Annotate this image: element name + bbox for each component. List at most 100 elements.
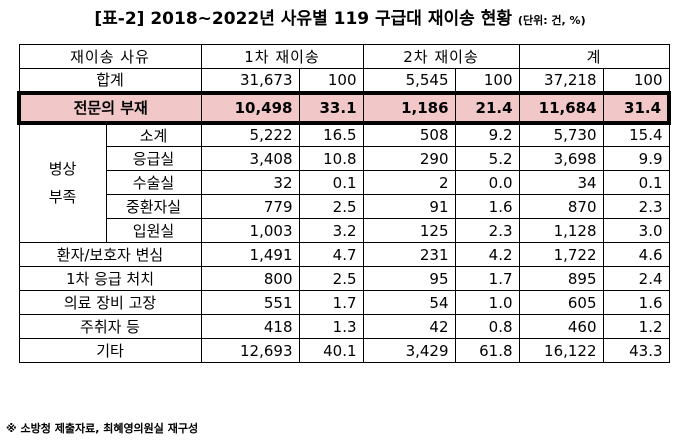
title-unit: (단위: 건, %) — [517, 14, 586, 27]
header-second: 2차 재이송 — [362, 44, 520, 69]
cell: 290 — [362, 146, 456, 171]
table-row: 주취자 등 418 1.3 42 0.8 460 1.2 — [18, 314, 670, 339]
cell: 895 — [518, 266, 604, 291]
cell: 21.4 — [454, 90, 520, 125]
cell: 100 — [602, 68, 670, 93]
row-label: 전문의 부재 — [17, 90, 202, 125]
cell: 11,684 — [518, 90, 604, 125]
cell: 2.5 — [298, 194, 364, 219]
table-row: 중환자실 779 2.5 91 1.6 870 2.3 — [19, 194, 670, 219]
table-row-highlight: 전문의 부재 10,498 33.1 1,186 21.4 11,684 31.… — [17, 90, 672, 125]
cell: 33.1 — [298, 90, 364, 125]
cell: 4.2 — [454, 242, 520, 267]
table-row: 수술실 32 0.1 2 0.0 34 0.1 — [19, 170, 670, 195]
cell: 2.4 — [602, 266, 670, 291]
row-label: 1차 응급 처치 — [18, 266, 202, 291]
row-label: 수술실 — [105, 170, 202, 195]
cell: 31.4 — [602, 90, 672, 125]
cell: 125 — [362, 218, 456, 243]
cell: 1,128 — [518, 218, 604, 243]
row-label: 환자/보호자 변심 — [18, 242, 202, 267]
row-label: 합계 — [18, 68, 202, 93]
cell: 605 — [518, 290, 604, 315]
cell: 4.7 — [298, 242, 364, 267]
cell: 34 — [518, 170, 604, 195]
cell: 3.2 — [298, 218, 364, 243]
cell: 0.0 — [454, 170, 520, 195]
row-label: 중환자실 — [105, 194, 202, 219]
cell: 1.7 — [454, 266, 520, 291]
cell: 16.5 — [298, 122, 364, 147]
group-label-text: 병상 부족 — [48, 159, 77, 207]
cell: 1.7 — [298, 290, 364, 315]
cell: 4.6 — [602, 242, 670, 267]
cell: 95 — [362, 266, 456, 291]
cell: 16,122 — [518, 338, 604, 363]
table-row: 응급실 3,408 10.8 290 5.2 3,698 9.9 — [19, 146, 670, 171]
cell: 2.5 — [298, 266, 364, 291]
table-row: 합계 31,673 100 5,545 100 37,218 100 — [18, 68, 670, 93]
cell: 32 — [200, 170, 300, 195]
cell: 3,698 — [518, 146, 604, 171]
cell: 10.8 — [298, 146, 364, 171]
cell: 1,722 — [518, 242, 604, 267]
cell: 91 — [362, 194, 456, 219]
table-row: 기타 12,693 40.1 3,429 61.8 16,122 43.3 — [18, 338, 670, 363]
cell: 2 — [362, 170, 456, 195]
header-first: 1차 재이송 — [200, 44, 364, 69]
cell: 779 — [200, 194, 300, 219]
cell: 418 — [200, 314, 300, 339]
cell: 1.0 — [454, 290, 520, 315]
table-row: 입원실 1,003 3.2 125 2.3 1,128 3.0 — [19, 218, 670, 243]
cell: 3.0 — [602, 218, 670, 243]
source-note: ※ 소방청 제출자료, 최혜영의원실 재구성 — [6, 422, 199, 435]
cell: 100 — [454, 68, 520, 93]
cell: 31,673 — [200, 68, 300, 93]
cell: 460 — [518, 314, 604, 339]
cell: 1,186 — [362, 90, 456, 125]
table-row: 병상 부족 소계 5,222 16.5 508 9.2 5,730 15.4 — [18, 122, 670, 243]
cell: 2.3 — [454, 218, 520, 243]
row-label: 기타 — [18, 338, 202, 363]
cell: 2.3 — [602, 194, 670, 219]
cell: 5,222 — [200, 122, 300, 147]
cell: 40.1 — [298, 338, 364, 363]
cell: 5,730 — [518, 122, 604, 147]
cell: 9.9 — [602, 146, 670, 171]
row-label: 응급실 — [105, 146, 202, 171]
table-row: 환자/보호자 변심 1,491 4.7 231 4.2 1,722 4.6 — [18, 242, 670, 267]
cell: 1.6 — [602, 290, 670, 315]
cell: 54 — [362, 290, 456, 315]
cell: 508 — [362, 122, 456, 147]
header-row: 재이송 사유 1차 재이송 2차 재이송 계 — [18, 44, 670, 69]
cell: 42 — [362, 314, 456, 339]
cell: 5.2 — [454, 146, 520, 171]
row-label: 주취자 등 — [18, 314, 202, 339]
cell: 3,408 — [200, 146, 300, 171]
table-title: [표-2] 2018~2022년 사유별 119 구급대 재이송 현황 (단위:… — [0, 4, 680, 29]
cell: 800 — [200, 266, 300, 291]
cell: 0.1 — [298, 170, 364, 195]
cell: 43.3 — [602, 338, 670, 363]
cell: 12,693 — [200, 338, 300, 363]
cell: 1,491 — [200, 242, 300, 267]
cell: 0.8 — [454, 314, 520, 339]
cell: 0.1 — [602, 170, 670, 195]
row-label: 의료 장비 고장 — [18, 290, 202, 315]
cell: 10,498 — [200, 90, 300, 125]
cell: 15.4 — [602, 122, 670, 147]
cell: 1.3 — [298, 314, 364, 339]
cell: 1.6 — [454, 194, 520, 219]
cell: 37,218 — [518, 68, 604, 93]
cell: 1.2 — [602, 314, 670, 339]
cell: 870 — [518, 194, 604, 219]
cell: 5,545 — [362, 68, 456, 93]
row-label: 입원실 — [105, 218, 202, 243]
table-row: 1차 응급 처치 800 2.5 95 1.7 895 2.4 — [18, 266, 670, 291]
cell: 1,003 — [200, 218, 300, 243]
table-row: 의료 장비 고장 551 1.7 54 1.0 605 1.6 — [18, 290, 670, 315]
title-main: [표-2] 2018~2022년 사유별 119 구급대 재이송 현황 — [94, 9, 512, 29]
cell: 3,429 — [362, 338, 456, 363]
cell: 100 — [298, 68, 364, 93]
header-total: 계 — [518, 44, 670, 69]
